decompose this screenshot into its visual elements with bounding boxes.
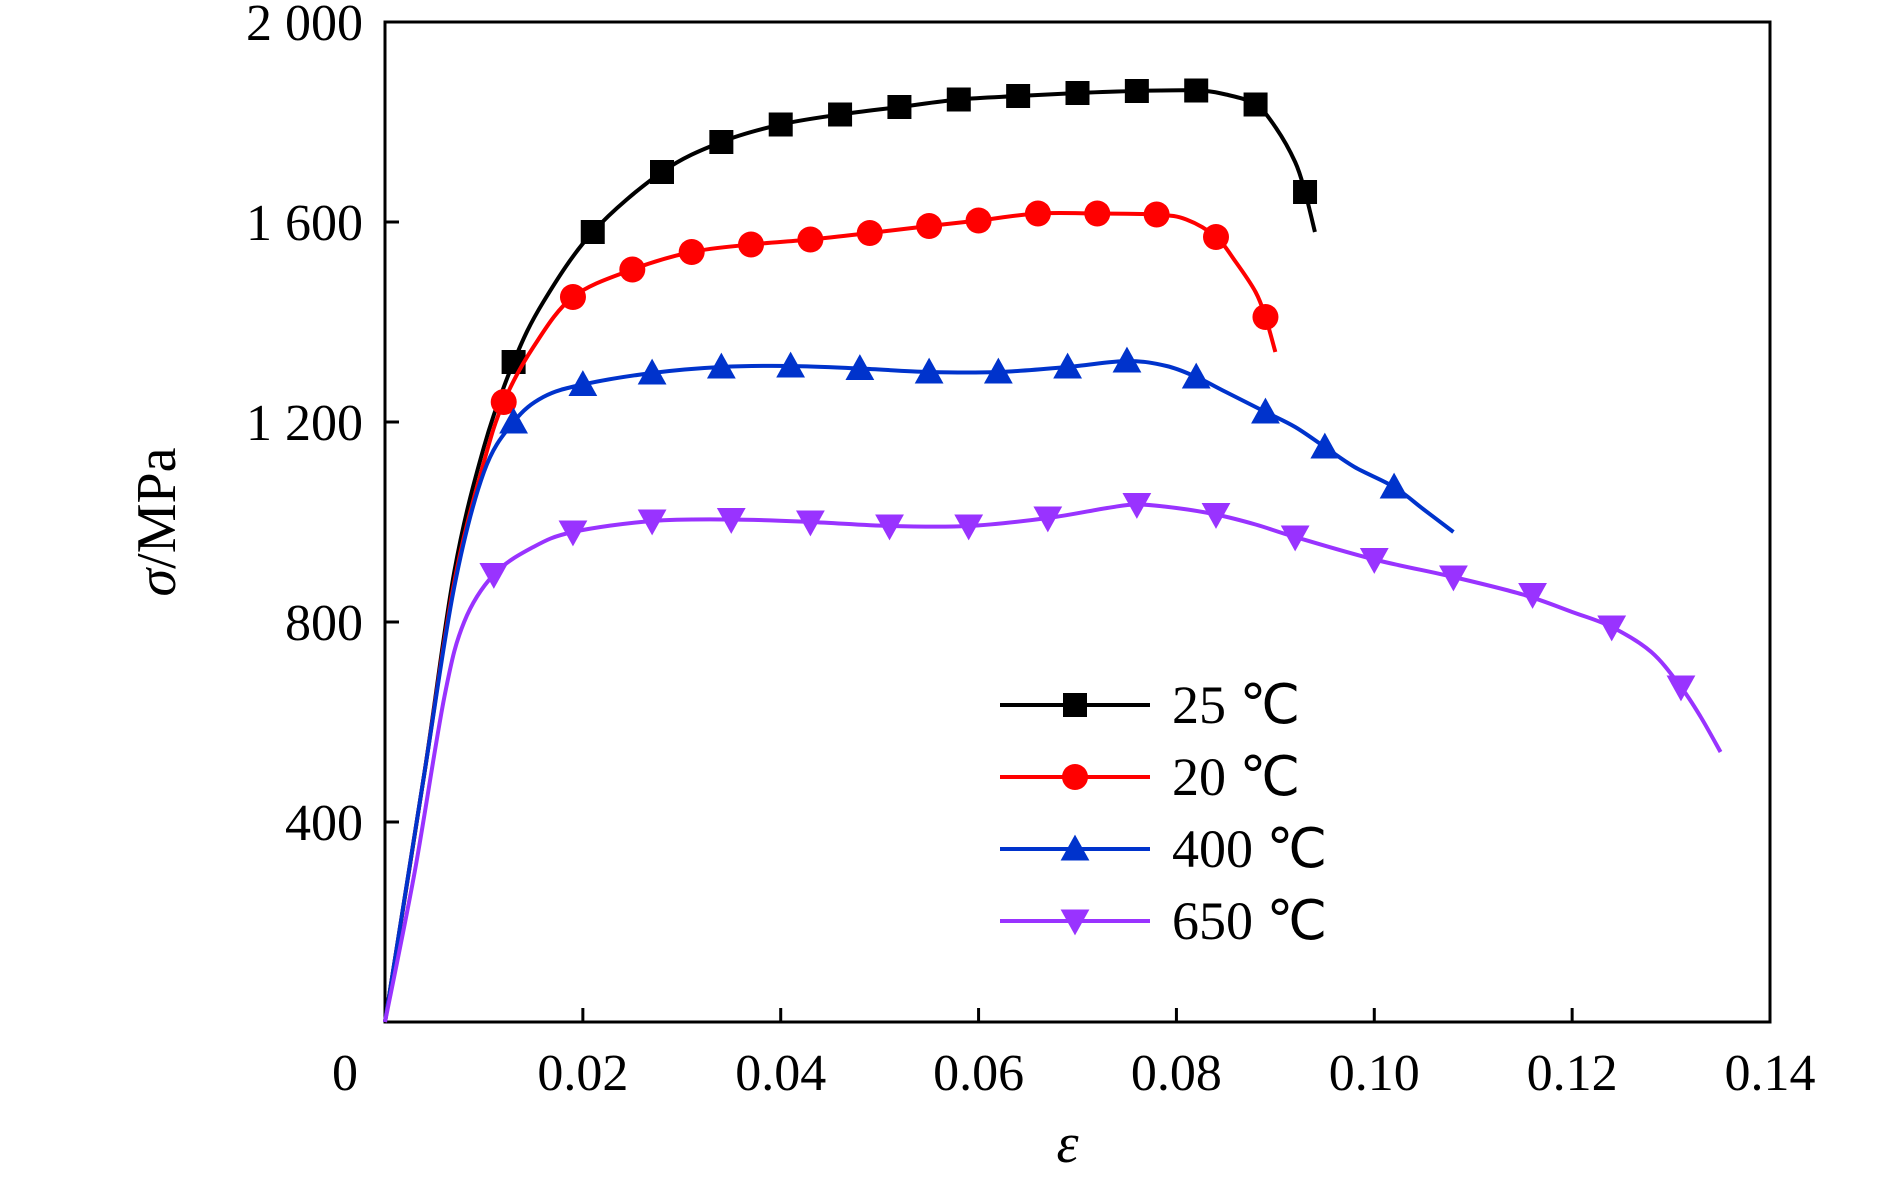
data-point [795, 510, 825, 537]
series-line [383, 502, 1723, 1023]
legend-label: 650 ℃ [1172, 891, 1327, 951]
data-point [828, 102, 853, 127]
plot-area [383, 20, 1772, 1024]
data-point [1379, 472, 1409, 499]
data-point [946, 87, 971, 112]
data-point [797, 226, 824, 253]
data-point [776, 351, 806, 378]
data-point [1280, 525, 1310, 552]
data-point [1006, 84, 1031, 108]
data-point [1439, 565, 1468, 592]
data-point [1024, 200, 1051, 227]
data-point [1293, 180, 1318, 204]
data-point [619, 256, 646, 283]
data-point [1201, 502, 1231, 529]
series-line [383, 88, 1317, 1023]
y-tick-label: 1 600 [246, 195, 363, 252]
data-point [1065, 81, 1090, 105]
data-point [1359, 547, 1389, 574]
data-point [1666, 675, 1696, 702]
data-point [1053, 352, 1083, 379]
data-point [1310, 432, 1340, 459]
data-point [1518, 582, 1547, 609]
legend: 25 ℃ 20 ℃ 400 ℃ 650 ℃ [1000, 675, 1327, 951]
data-point [1184, 78, 1209, 103]
data-point [580, 220, 605, 244]
data-point [738, 231, 765, 258]
data-point [1203, 224, 1229, 250]
data-point [856, 220, 883, 246]
data-point [559, 284, 586, 310]
data-point [1084, 200, 1111, 227]
data-point [637, 509, 667, 536]
data-point [845, 354, 875, 381]
data-point [954, 514, 984, 541]
data-point [1252, 304, 1279, 330]
data-point [887, 95, 912, 119]
series-3 [383, 492, 1723, 1023]
data-point [499, 407, 529, 434]
y-axis: 400 800 1 200 1 600 2 000 [246, 0, 399, 852]
y-axis-symbol: σ [126, 566, 188, 596]
legend-label: 20 ℃ [1172, 747, 1300, 807]
x-axis: 0 0.02 0.04 0.06 0.08 0.10 0.12 0.14 [332, 1008, 1816, 1102]
data-point [709, 130, 734, 154]
x-tick-label: 0.02 [537, 1045, 628, 1102]
legend-marker [1063, 693, 1087, 717]
data-point [1243, 92, 1268, 117]
x-tick-label: 0.06 [933, 1045, 1024, 1102]
legend-label: 400 ℃ [1172, 819, 1327, 879]
x-tick-label: 0.12 [1527, 1045, 1618, 1102]
series-2 [383, 346, 1455, 1023]
y-tick-label: 1 200 [246, 395, 363, 452]
data-point [1124, 79, 1149, 103]
data-point [875, 514, 904, 541]
data-point [916, 213, 943, 239]
data-point [1122, 492, 1152, 519]
data-point [706, 352, 736, 379]
x-tick-label: 0.04 [735, 1045, 826, 1102]
x-tick-label: 0.10 [1329, 1045, 1420, 1102]
data-point [768, 112, 793, 137]
data-point [716, 507, 746, 534]
legend-label: 25 ℃ [1172, 675, 1300, 735]
series-layer [383, 78, 1723, 1023]
data-point [637, 358, 667, 385]
x-tick-label: 0.14 [1725, 1045, 1816, 1102]
data-point [1143, 201, 1170, 228]
data-point [1033, 506, 1063, 533]
y-axis-title: σ/MPa [126, 447, 188, 596]
data-point [983, 357, 1013, 384]
data-point [965, 207, 992, 234]
plot-frame [383, 20, 1772, 1024]
y-tick-label: 400 [285, 795, 363, 852]
series-line [383, 210, 1278, 1023]
x-tick-label: 0 [332, 1045, 358, 1102]
legend-marker [1060, 834, 1090, 861]
data-point [650, 160, 674, 184]
data-point [1112, 346, 1142, 373]
data-point [914, 357, 944, 384]
series-0 [383, 78, 1318, 1023]
x-axis-title: ε [1056, 1113, 1079, 1175]
y-tick-label: 2 000 [246, 0, 363, 52]
data-point [678, 239, 705, 265]
y-tick-label: 800 [285, 595, 363, 652]
data-point [1251, 397, 1280, 424]
x-tick-label: 0.08 [1131, 1045, 1222, 1102]
data-point [1181, 362, 1211, 389]
y-axis-unit: /MPa [126, 447, 188, 568]
data-point [490, 389, 517, 415]
series-1 [383, 200, 1279, 1023]
legend-marker [1062, 764, 1088, 790]
data-point [568, 370, 598, 397]
data-point [1597, 615, 1627, 642]
data-point [479, 562, 509, 589]
data-point [558, 520, 588, 547]
legend-marker [1060, 909, 1090, 936]
